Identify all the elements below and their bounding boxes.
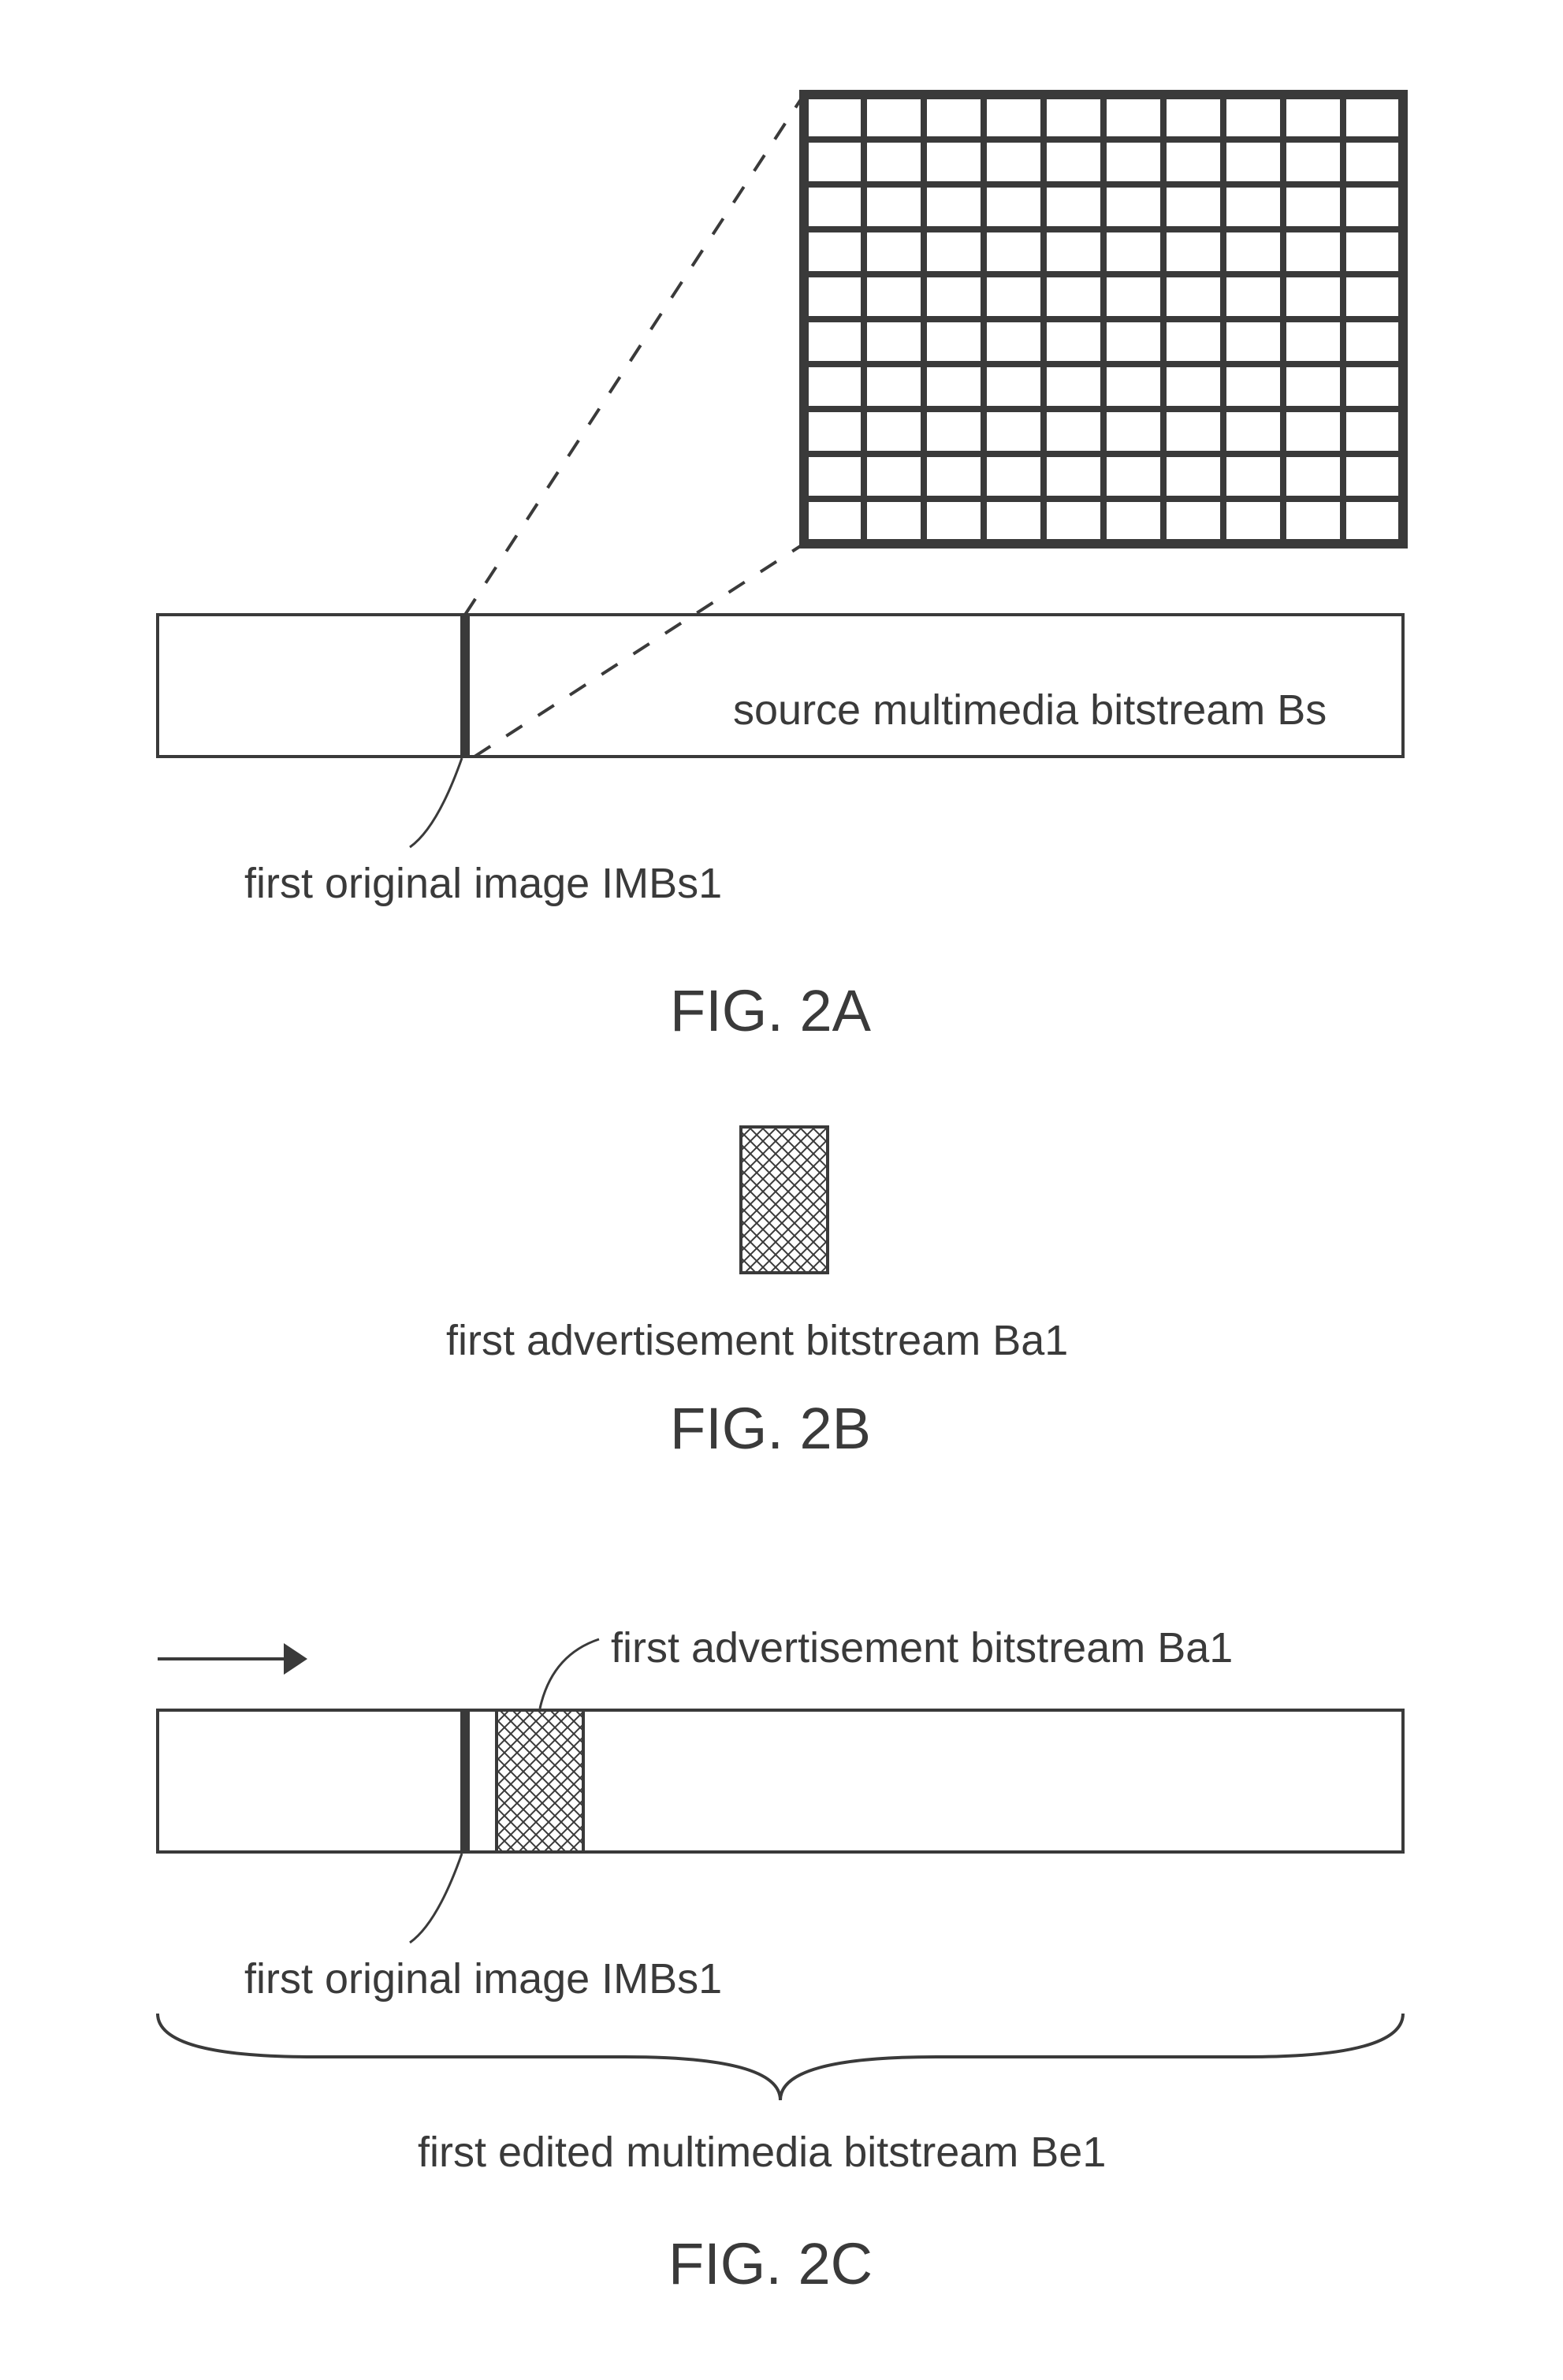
edited-bitstream-brace	[158, 2014, 1403, 2100]
zoom-grid	[804, 95, 1403, 544]
leader-first-original-2a	[410, 758, 462, 847]
label-first-ad-bitstream-2c: first advertisement bitstream Ba1	[611, 1623, 1233, 1672]
figure-title-2a: FIG. 2A	[670, 977, 871, 1044]
ad-bitstream-rect-2c	[497, 1710, 583, 1852]
first-original-image-marker-2a	[460, 615, 470, 757]
timeline-arrow-head	[284, 1643, 307, 1675]
label-first-ad-bitstream-2b: first advertisement bitstream Ba1	[446, 1316, 1068, 1365]
label-first-original-image-2a: first original image IMBs1	[244, 859, 722, 908]
figure-title-2c: FIG. 2C	[668, 2230, 873, 2297]
label-first-original-image-2c: first original image IMBs1	[244, 1954, 722, 2003]
label-first-edited-bitstream: first edited multimedia bitstream Be1	[418, 2128, 1106, 2177]
label-source-bitstream: source multimedia bitstream Bs	[733, 686, 1327, 734]
figure-title-2b: FIG. 2B	[670, 1395, 871, 1462]
leader-ad-bitstream-2c	[540, 1639, 599, 1709]
diagram-canvas	[0, 0, 1563, 2380]
ad-bitstream-rect-2b	[741, 1127, 828, 1273]
leader-first-original-2c	[410, 1854, 462, 1943]
first-original-image-marker-2c	[460, 1710, 470, 1852]
zoom-dash-left	[465, 95, 804, 615]
edited-bitstream-rect	[158, 1710, 1403, 1852]
